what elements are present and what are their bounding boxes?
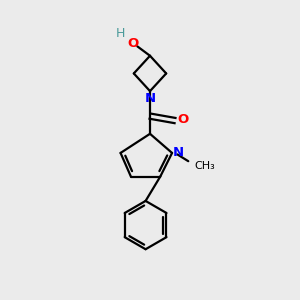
Text: O: O [178,113,189,127]
Text: CH₃: CH₃ [194,161,215,172]
Text: H: H [116,27,125,40]
Text: O: O [128,37,139,50]
Text: N: N [145,92,156,105]
Text: N: N [173,146,184,159]
